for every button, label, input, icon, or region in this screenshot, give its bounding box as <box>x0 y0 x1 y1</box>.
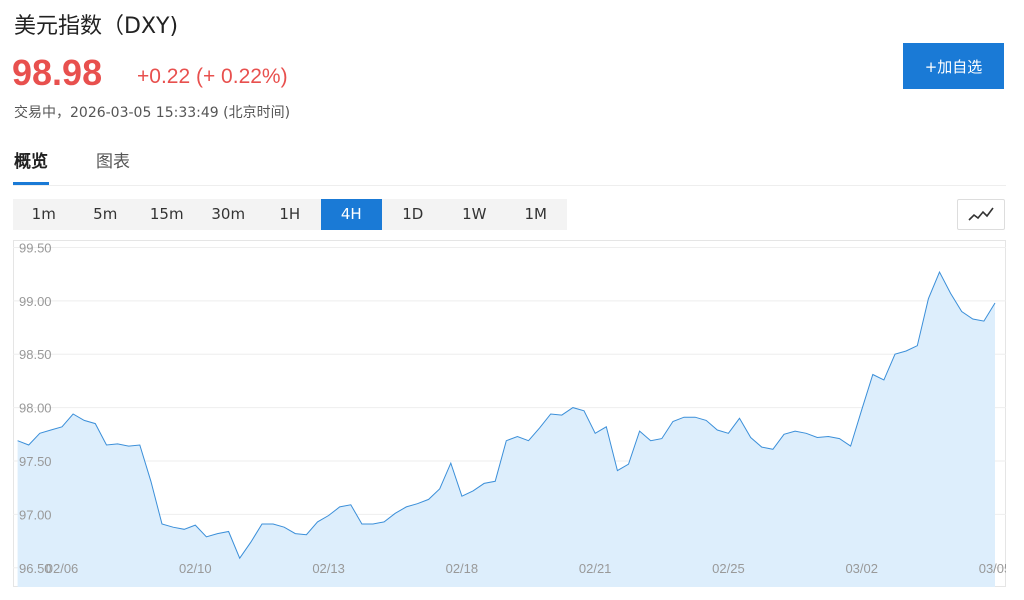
area <box>17 272 996 587</box>
status: 交易中，2026-03-05 15:33:49 (北京时间) <box>14 105 291 121</box>
y-tick-label: 97.00 <box>19 507 52 522</box>
add-watchlist-button[interactable]: +加自选 <box>903 43 1004 89</box>
interval-button[interactable]: 5m <box>93 205 118 223</box>
interval-button[interactable]: 1D <box>402 205 424 223</box>
interval-bar: 1m 5m 15m 30m 1H 4H 1D 1W 1M <box>13 199 567 230</box>
y-tick-label: 99.50 <box>19 240 52 255</box>
interval-button[interactable]: 1M <box>524 205 548 223</box>
interval-button[interactable]: 1W <box>462 205 487 223</box>
y-tick-label: 96.50 <box>19 561 52 576</box>
interval-button[interactable]: 1m <box>31 205 56 223</box>
price-change: +0.22 (+ 0.22%) <box>137 65 288 88</box>
price: 98.98 <box>12 52 103 93</box>
interval-button[interactable]: 30m <box>211 205 246 223</box>
chart-type-button[interactable] <box>957 199 1005 230</box>
y-tick-label: 97.50 <box>19 454 52 469</box>
interval-button[interactable]: 15m <box>149 205 184 223</box>
y-tick-label: 98.00 <box>19 401 52 416</box>
x-tick-label: 02/18 <box>446 561 479 576</box>
line <box>17 270 996 560</box>
tab[interactable]: 图表 <box>96 152 130 172</box>
interval-button[interactable]: 1H <box>279 205 301 223</box>
y-tick-label: 99.00 <box>19 294 52 309</box>
x-tick-label: 03/02 <box>845 561 878 576</box>
x-tick-label: 02/25 <box>712 561 745 576</box>
x-tick-label: 03/05 <box>979 561 1006 576</box>
x-tick-label: 02/21 <box>579 561 612 576</box>
tabs: 概览 图表 <box>13 150 1006 186</box>
chart-type-icon <box>968 207 994 221</box>
x-tick-label: 02/10 <box>179 561 212 576</box>
chart: 96.50 97.00 97.50 98.00 98.50 99.00 99.50 02/06… <box>13 240 1006 587</box>
x-tick-label: 02/13 <box>312 561 345 576</box>
interval-button[interactable]: 4H <box>320 199 382 230</box>
tab[interactable]: 概览 <box>13 150 49 185</box>
x-tick-label: 02/06 <box>46 561 79 576</box>
title: 美元指数（DXY) <box>14 14 179 39</box>
y-tick-label: 98.50 <box>19 347 52 362</box>
